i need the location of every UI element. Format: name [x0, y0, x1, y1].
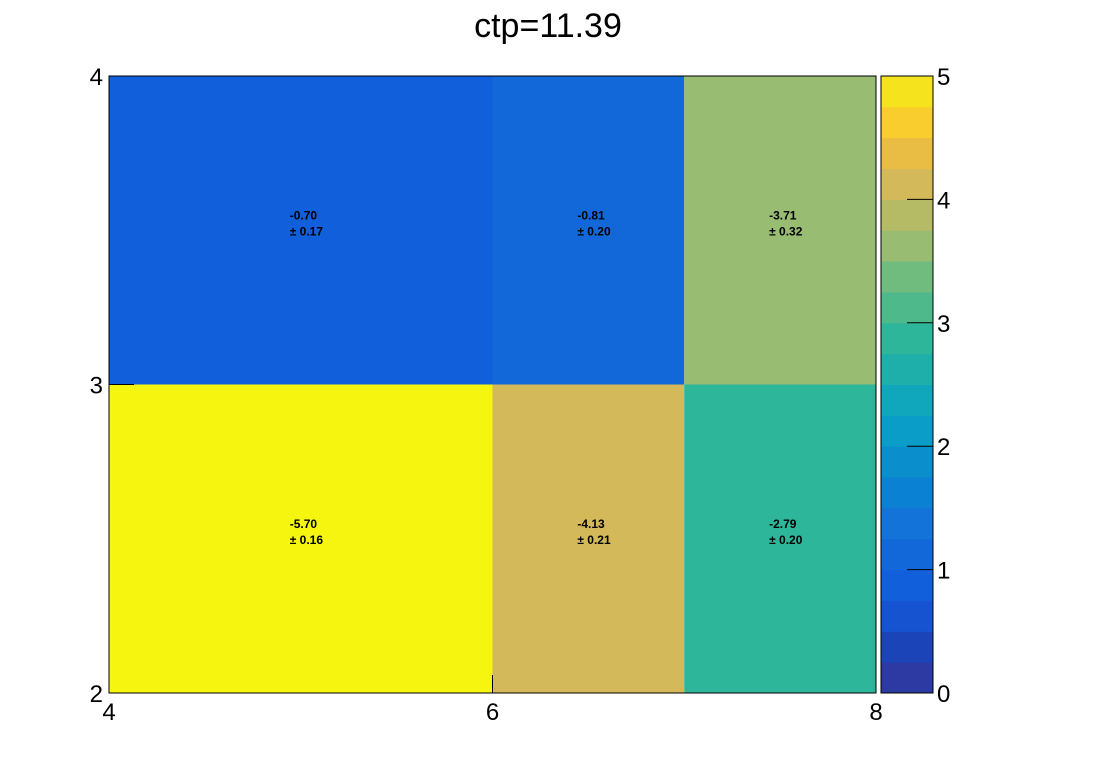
cell-error-label: ± 0.21: [577, 533, 611, 547]
cell-error-label: ± 0.20: [577, 224, 611, 238]
color-scale-tick-label: 2: [937, 434, 950, 461]
color-scale-swatch: [881, 106, 933, 139]
x-axis-tick-label: 8: [869, 699, 882, 726]
cell-value-label: -4.13: [577, 517, 605, 531]
color-scale-swatch: [881, 137, 933, 170]
cell-value-label: -3.71: [769, 208, 797, 222]
color-scale-tick-label: 1: [937, 558, 950, 585]
color-scale-tick-label: 0: [937, 681, 950, 708]
color-scale-swatch: [881, 662, 933, 694]
cell-error-label: ± 0.16: [290, 533, 324, 547]
chart-title: ctp=11.39: [474, 7, 622, 45]
color-scale-swatch: [881, 322, 933, 355]
cell-error-label: ± 0.32: [769, 224, 803, 238]
y-axis-tick-label: 3: [90, 373, 103, 400]
color-scale-swatch: [881, 261, 933, 293]
heatmap-cell: [492, 76, 685, 385]
cell-error-label: ± 0.20: [769, 533, 803, 547]
color-scale-swatch: [881, 415, 933, 447]
heatmap-cell: [684, 384, 876, 693]
x-axis-tick-label: 6: [486, 699, 499, 726]
cell-value-label: -0.70: [290, 208, 318, 222]
cell-error-label: ± 0.17: [290, 224, 324, 238]
color-scale-swatch: [881, 477, 933, 509]
color-scale-swatch: [881, 600, 933, 632]
color-scale-swatch: [881, 291, 933, 324]
color-scale-swatch: [881, 353, 933, 385]
color-scale-swatch: [881, 230, 933, 262]
color-scale-tick-label: 4: [937, 187, 950, 214]
color-scale-swatch: [881, 569, 933, 601]
color-scale-swatch: [881, 168, 933, 200]
color-scale-swatch: [881, 631, 933, 663]
cell-value-label: -2.79: [769, 517, 797, 531]
heatmap-cell: [492, 384, 685, 693]
heatmap-cells: [109, 76, 876, 693]
color-scale-swatch: [881, 538, 933, 571]
axes: 4 6 8 2 3 4: [90, 64, 883, 726]
color-scale-swatch: [881, 199, 933, 231]
heatmap-cell: [109, 384, 493, 693]
color-scale-bar: 0 1 2 3 4 5: [880, 64, 950, 708]
cell-labels: -5.70 ± 0.16 -4.13 ± 0.21 -2.79 ± 0.20 -0.70 ± …: [290, 208, 803, 547]
color-scale-tick-label: 5: [937, 64, 950, 91]
color-scale-swatch: [881, 507, 933, 540]
color-scale-tick-label: 3: [937, 311, 950, 338]
color-scale-swatch: [881, 384, 933, 416]
y-axis-tick-label: 2: [90, 681, 103, 708]
cell-value-label: -0.81: [577, 208, 605, 222]
color-scale-swatch: [881, 446, 933, 478]
color-scale-swatch: [881, 76, 933, 108]
x-axis-tick-label: 4: [102, 699, 115, 726]
y-axis-tick-label: 4: [90, 64, 103, 91]
heatmap-cell: [684, 76, 876, 385]
heatmap-cell: [109, 76, 493, 385]
cell-value-label: -5.70: [290, 517, 318, 531]
